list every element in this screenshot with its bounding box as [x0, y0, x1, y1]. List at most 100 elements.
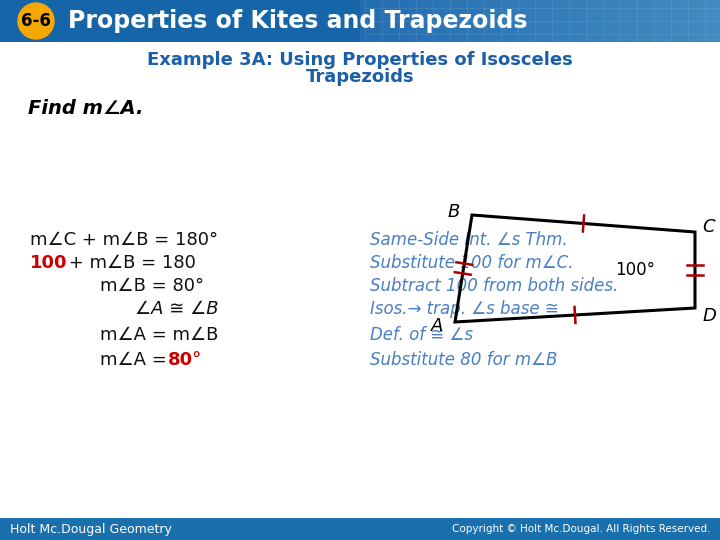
Bar [480, 0, 482, 42]
Bar [516, 0, 518, 42]
Bar [398, 0, 400, 42]
Bar [714, 0, 716, 42]
Text: A: A [431, 317, 444, 335]
Bar [584, 0, 586, 42]
Bar [624, 0, 626, 42]
Bar [532, 0, 534, 42]
Bar [462, 0, 464, 42]
Bar [578, 0, 580, 42]
Bar [482, 0, 484, 42]
Bar [386, 0, 388, 42]
Bar [478, 0, 480, 42]
Text: Same-Side Int. ∠s Thm.: Same-Side Int. ∠s Thm. [370, 231, 567, 249]
Bar [540, 0, 542, 42]
Bar [388, 0, 390, 42]
Bar [472, 0, 474, 42]
Bar [692, 0, 694, 42]
Bar [476, 0, 478, 42]
Text: + m∠B = 180: + m∠B = 180 [63, 254, 196, 272]
Bar [700, 0, 702, 42]
Bar [556, 0, 558, 42]
Bar [592, 0, 594, 42]
Text: D: D [702, 307, 716, 325]
Bar [422, 0, 424, 42]
Bar [686, 0, 688, 42]
Bar [452, 0, 454, 42]
Bar [688, 0, 690, 42]
Text: Subtract 100 from both sides.: Subtract 100 from both sides. [370, 277, 618, 295]
Bar [598, 0, 600, 42]
Bar [428, 0, 430, 42]
Text: Properties of Kites and Trapezoids: Properties of Kites and Trapezoids [68, 9, 528, 33]
Bar [438, 0, 440, 42]
Bar [638, 0, 640, 42]
Bar [544, 0, 546, 42]
Circle shape [18, 3, 54, 39]
Bar [474, 0, 476, 42]
Bar [362, 0, 364, 42]
Text: 100°: 100° [615, 261, 655, 279]
Bar [488, 0, 490, 42]
Bar [430, 0, 432, 42]
Bar [646, 0, 648, 42]
Bar [528, 0, 530, 42]
Bar [596, 0, 598, 42]
Bar [464, 0, 466, 42]
Bar [594, 0, 596, 42]
Bar [440, 0, 442, 42]
Bar [628, 0, 630, 42]
Bar [564, 0, 566, 42]
Text: 6-6: 6-6 [21, 12, 51, 30]
Bar [702, 0, 704, 42]
Bar [468, 0, 470, 42]
Bar [608, 0, 610, 42]
Bar [372, 0, 374, 42]
Bar [704, 0, 706, 42]
Bar [672, 0, 674, 42]
Bar [446, 0, 448, 42]
Bar [602, 0, 604, 42]
Text: ∠A ≅ ∠B: ∠A ≅ ∠B [135, 300, 219, 318]
Bar [618, 0, 620, 42]
Bar [530, 0, 532, 42]
Bar [400, 0, 402, 42]
Bar [390, 0, 392, 42]
Text: Example 3A: Using Properties of Isosceles: Example 3A: Using Properties of Isoscele… [147, 51, 573, 69]
Bar [548, 0, 550, 42]
Bar [706, 0, 708, 42]
Bar [518, 0, 520, 42]
Bar [414, 0, 416, 42]
Bar [698, 0, 700, 42]
Bar [670, 0, 672, 42]
Bar [534, 0, 536, 42]
Bar [648, 0, 650, 42]
Bar [658, 0, 660, 42]
Bar [504, 0, 506, 42]
Bar [560, 0, 562, 42]
Bar [458, 0, 460, 42]
Bar [406, 0, 408, 42]
Bar [426, 0, 428, 42]
Bar [500, 0, 502, 42]
Bar [610, 0, 612, 42]
Bar [444, 0, 446, 42]
Bar [538, 0, 540, 42]
Bar [526, 0, 528, 42]
Bar [620, 0, 622, 42]
Bar [368, 0, 370, 42]
Bar [582, 0, 584, 42]
Bar [708, 0, 710, 42]
Bar [632, 0, 634, 42]
Bar [366, 0, 368, 42]
Bar [642, 0, 644, 42]
Bar [512, 0, 514, 42]
Bar [562, 0, 564, 42]
Text: m∠A = m∠B: m∠A = m∠B [100, 326, 218, 344]
Bar [392, 0, 394, 42]
Bar [682, 0, 684, 42]
Bar [490, 0, 492, 42]
Bar [694, 0, 696, 42]
Bar [678, 0, 680, 42]
Bar [558, 0, 560, 42]
Bar [380, 0, 382, 42]
